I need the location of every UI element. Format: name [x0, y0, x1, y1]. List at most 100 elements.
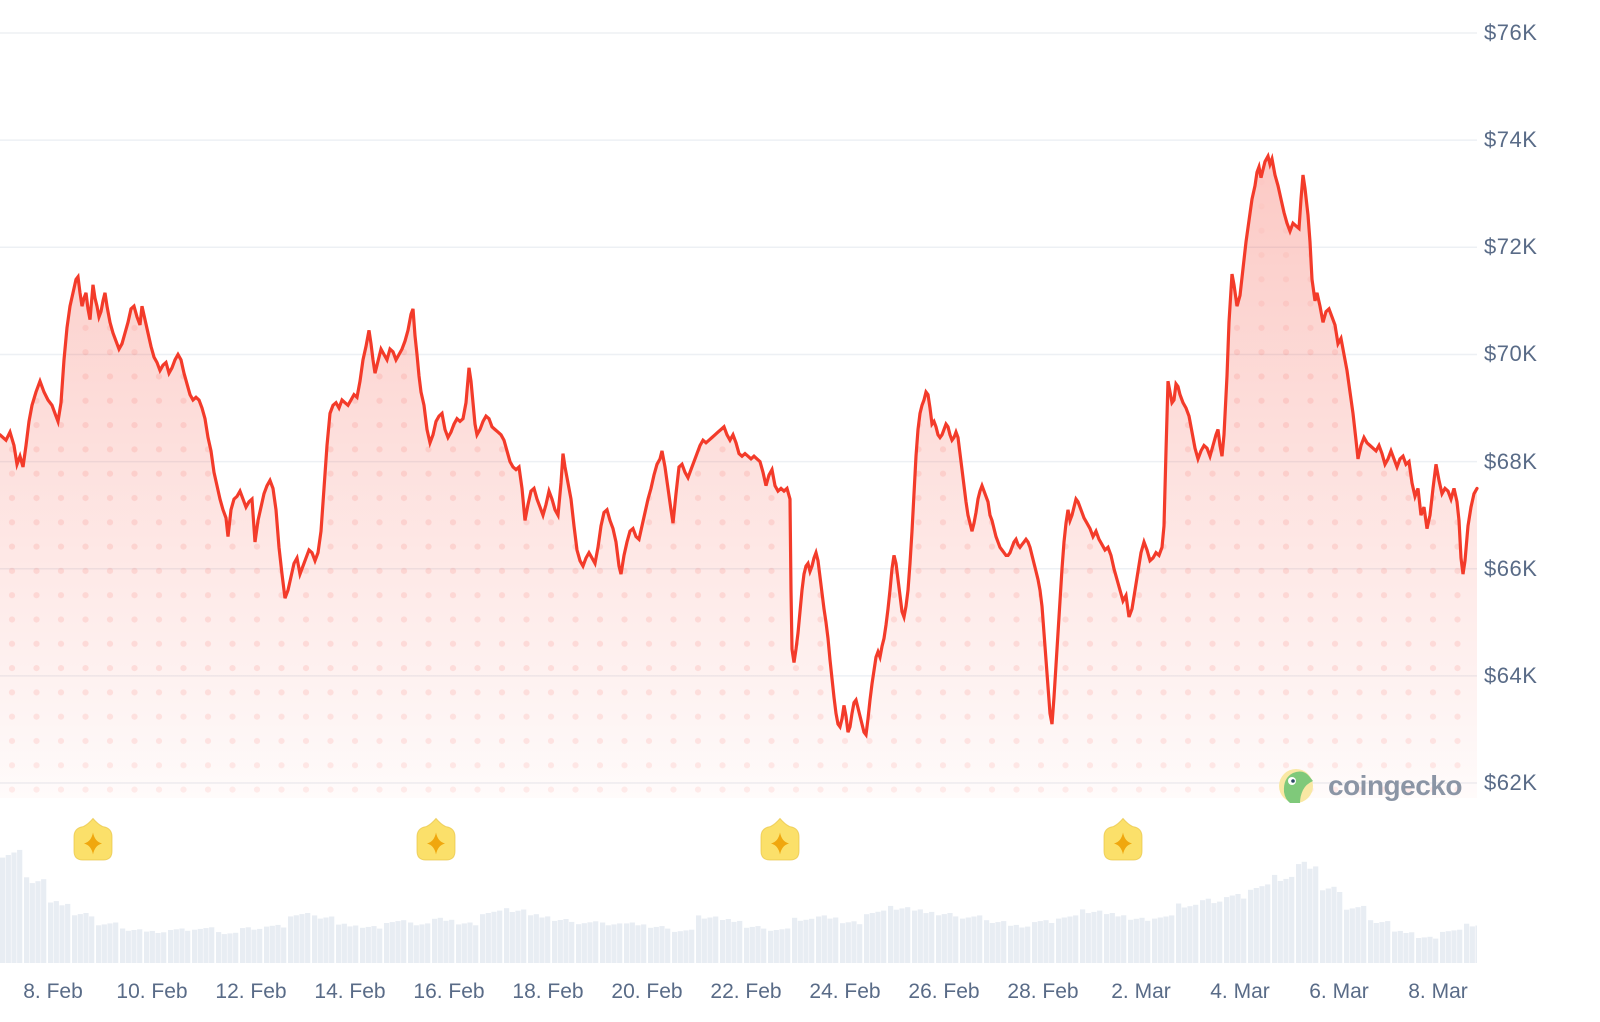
- volume-bar: [72, 915, 78, 963]
- volume-bar: [1115, 916, 1121, 963]
- volume-bar: [360, 927, 366, 963]
- coingecko-wordmark[interactable]: coingecko: [1328, 770, 1462, 801]
- x-axis-label: 8. Feb: [23, 980, 83, 1003]
- y-axis-label: $66K: [1484, 555, 1538, 581]
- event-badge[interactable]: [760, 817, 800, 861]
- volume-bar: [1133, 918, 1139, 963]
- volume-bar: [281, 927, 287, 963]
- volume-bar: [192, 929, 198, 963]
- volume-bar: [797, 920, 803, 963]
- volume-bar: [581, 923, 587, 963]
- volume-bar: [504, 908, 510, 963]
- volume-bar: [480, 914, 486, 963]
- volume-bar: [720, 920, 726, 963]
- volume-bar: [593, 921, 599, 963]
- volume-bar: [1056, 918, 1062, 963]
- volume-bar: [936, 915, 942, 963]
- event-badge[interactable]: [73, 817, 113, 861]
- volume-bar: [168, 930, 174, 963]
- volume-bar: [1025, 926, 1031, 963]
- volume-bar: [749, 926, 755, 963]
- volume-bar: [216, 932, 222, 963]
- volume-bar: [197, 928, 203, 963]
- x-axis-label: 10. Feb: [116, 980, 188, 1003]
- volume-bar: [672, 931, 678, 963]
- volume-bar: [1416, 938, 1422, 963]
- volume-bar: [635, 925, 641, 963]
- price-line: [0, 151, 1479, 739]
- volume-bar: [611, 924, 617, 963]
- volume-bar: [576, 924, 582, 963]
- volume-bar: [377, 928, 383, 963]
- volume-bar: [1445, 931, 1451, 963]
- volume-bar: [713, 916, 719, 963]
- volume-bar: [960, 918, 966, 963]
- volume-bar: [683, 930, 689, 963]
- volume-bar: [485, 913, 491, 963]
- volume-bar: [845, 922, 851, 963]
- volume-bar: [401, 920, 407, 963]
- volume-bar: [491, 911, 497, 963]
- volume-bar: [233, 932, 239, 963]
- volume-bar: [1464, 923, 1470, 963]
- volume-bar: [173, 929, 179, 963]
- sparkle-icon: [1114, 832, 1132, 855]
- volume-bar: [1001, 921, 1007, 963]
- event-badge[interactable]: [1103, 817, 1143, 861]
- volume-bar: [1421, 937, 1427, 963]
- volume-bar: [816, 916, 822, 963]
- volume-bar: [41, 879, 47, 963]
- x-axis-label: 6. Mar: [1309, 980, 1369, 1003]
- volume-bar: [857, 924, 863, 963]
- volume-bar: [1277, 880, 1283, 963]
- x-axis-label: 2. Mar: [1111, 980, 1171, 1003]
- volume-bar: [912, 910, 918, 963]
- volume-bar: [113, 922, 119, 963]
- y-axis-label: $72K: [1484, 234, 1538, 260]
- volume-bar: [83, 913, 89, 963]
- volume-bar: [600, 922, 606, 963]
- volume-bar: [1373, 923, 1379, 963]
- volume-bar: [1265, 884, 1271, 963]
- volume-bar: [953, 916, 959, 963]
- volume-bar: [120, 928, 126, 963]
- volume-bar: [779, 929, 785, 963]
- volume-bar: [347, 926, 353, 963]
- volume-bar: [1253, 888, 1259, 963]
- volume-bar: [497, 910, 503, 963]
- volume-bar: [419, 924, 425, 963]
- volume-bar: [317, 918, 323, 963]
- volume-bar: [329, 916, 335, 963]
- volume-bar: [545, 916, 551, 963]
- volume-bar: [389, 922, 395, 963]
- volume-bar: [312, 915, 318, 963]
- volume-bar: [1307, 868, 1313, 963]
- volume-bar: [995, 922, 1001, 963]
- volume-bar: [947, 913, 953, 963]
- x-axis-label: 18. Feb: [512, 980, 584, 1003]
- volume-bar: [1397, 930, 1403, 963]
- volume-bars: [0, 849, 1477, 963]
- y-axis-label: $74K: [1484, 127, 1538, 153]
- volume-bar: [1019, 927, 1025, 963]
- event-badge[interactable]: [416, 817, 456, 861]
- volume-bar: [65, 903, 71, 963]
- volume-bar: [1355, 907, 1361, 963]
- volume-bar: [203, 928, 209, 963]
- coingecko-logo-icon[interactable]: [1279, 769, 1313, 803]
- volume-bar: [443, 920, 449, 963]
- volume-bar: [29, 883, 35, 963]
- volume-bar: [89, 916, 95, 963]
- volume-bar: [1289, 876, 1295, 963]
- x-axis-label: 20. Feb: [611, 980, 683, 1003]
- volume-bar: [821, 915, 827, 963]
- volume-bar: [1163, 916, 1169, 963]
- volume-bar: [1085, 913, 1091, 963]
- volume-bar: [533, 914, 539, 963]
- volume-bar: [35, 881, 41, 963]
- volume-bar: [881, 910, 887, 963]
- volume-bar: [269, 925, 275, 963]
- volume-bar: [1128, 919, 1134, 963]
- volume-bar: [833, 917, 839, 963]
